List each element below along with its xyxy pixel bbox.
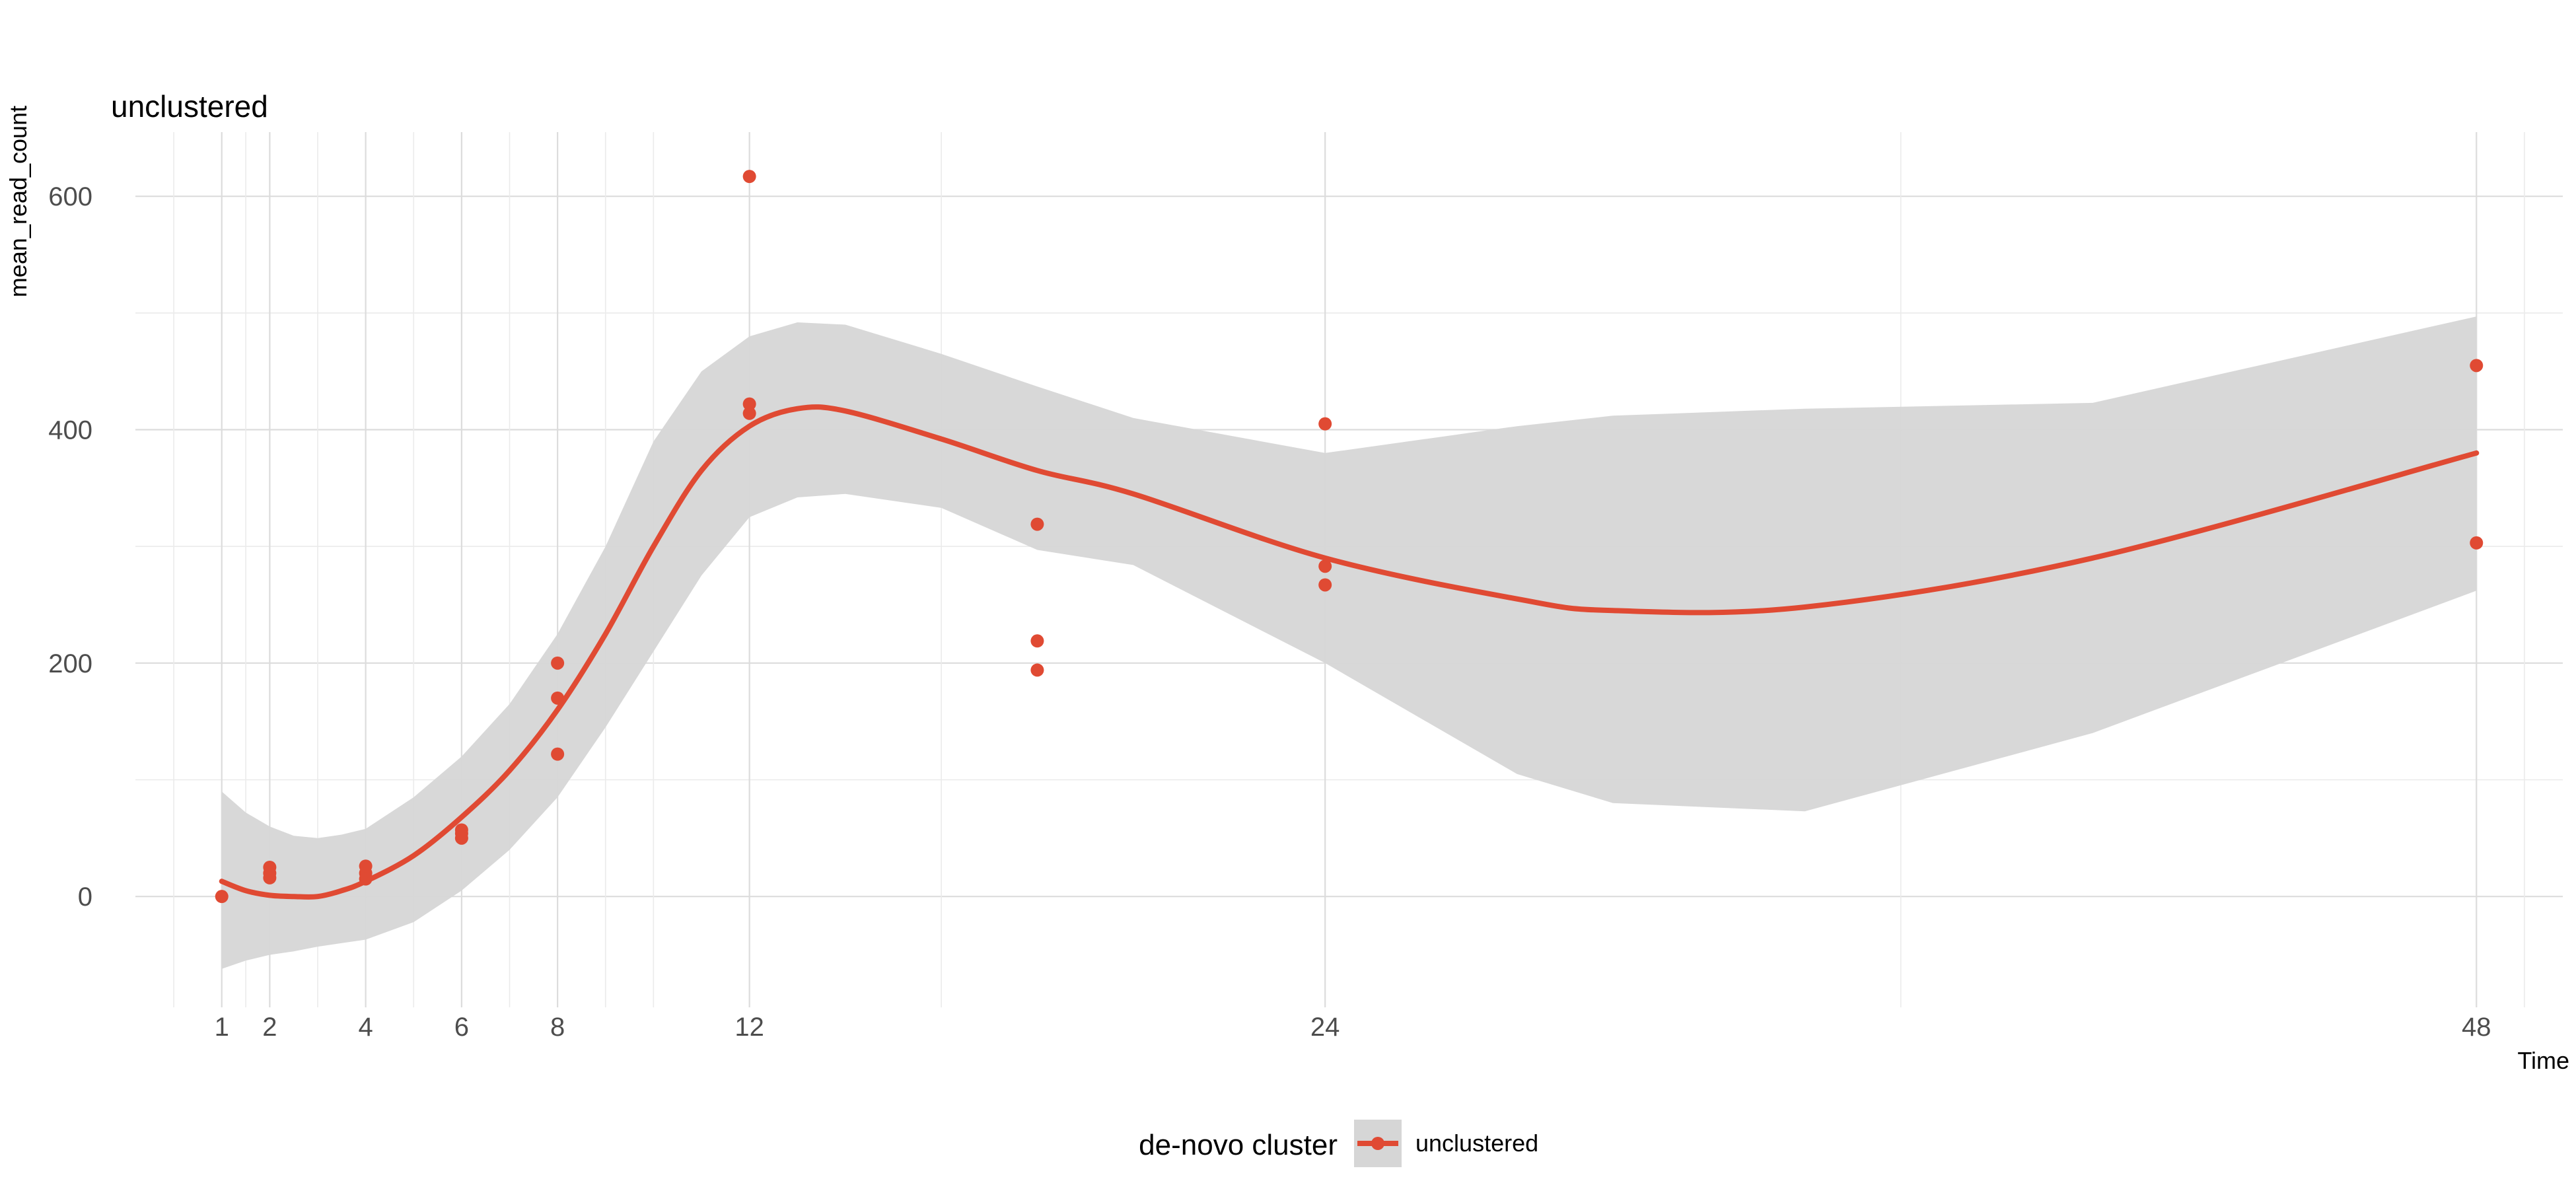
data-point xyxy=(454,831,468,845)
x-tick-label: 24 xyxy=(1310,1013,1340,1042)
data-point xyxy=(1318,578,1332,592)
data-point xyxy=(215,890,229,904)
y-tick-label: 200 xyxy=(48,649,92,678)
y-tick-label: 0 xyxy=(78,883,92,912)
chart-title: unclustered xyxy=(111,89,268,124)
data-point xyxy=(1318,417,1332,431)
data-point xyxy=(551,656,565,670)
x-tick-label: 48 xyxy=(2462,1013,2491,1042)
x-tick-label: 1 xyxy=(215,1013,229,1042)
data-point xyxy=(742,397,756,411)
smooth-fit-line xyxy=(219,404,2480,900)
data-point xyxy=(1030,663,1044,677)
data-point xyxy=(742,406,756,420)
y-tick-label: 600 xyxy=(48,182,92,211)
legend-label-unclustered: unclustered xyxy=(1415,1130,1538,1157)
x-tick-label: 12 xyxy=(734,1013,764,1042)
data-point xyxy=(2470,359,2484,373)
x-tick-label: 6 xyxy=(454,1013,469,1042)
confidence-band xyxy=(221,316,2477,969)
data-point xyxy=(742,170,756,184)
x-axis-title: Time xyxy=(2517,1047,2569,1074)
data-point xyxy=(2470,536,2484,550)
smooth-line-layer xyxy=(219,404,2480,900)
y-tick-label: 400 xyxy=(48,416,92,445)
data-point xyxy=(551,747,565,761)
x-tick-label: 4 xyxy=(358,1013,373,1042)
x-tick-label: 2 xyxy=(262,1013,277,1042)
data-point xyxy=(1030,634,1044,648)
legend-title: de-novo cluster xyxy=(1139,1129,1338,1161)
data-point xyxy=(1030,517,1044,531)
confidence-band-layer xyxy=(221,316,2477,969)
legend-key-point xyxy=(1371,1137,1384,1150)
data-point xyxy=(263,871,277,884)
x-tick-label: 8 xyxy=(550,1013,565,1042)
data-point xyxy=(1318,559,1332,573)
y-axis-title: mean_read_count xyxy=(5,106,32,297)
legend: de-novo cluster unclustered xyxy=(1139,1120,1538,1167)
